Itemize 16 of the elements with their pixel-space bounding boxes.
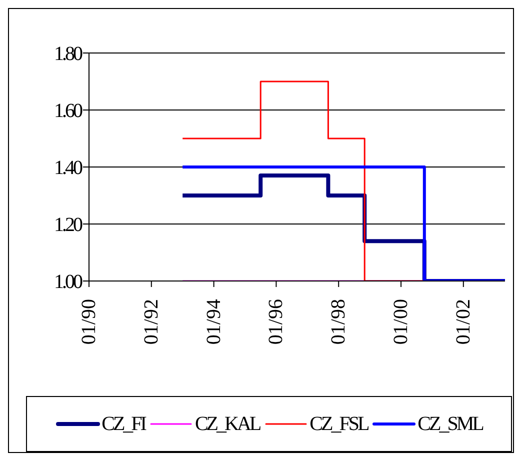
y-tick-label: 1.00 [54,271,83,294]
legend-label: CZ_FI [102,412,145,436]
x-tick-label: 01/90 [78,299,100,345]
x-tick-label: 01/96 [265,299,288,345]
legend-label: CZ_KAL [194,412,260,436]
x-tick-label: 01/00 [390,299,412,345]
y-tick-label: 1.40 [54,157,83,180]
y-tick-label: 1.20 [54,214,83,236]
x-tick-label: 01/94 [202,299,225,345]
x-tick-label: 01/98 [328,299,350,345]
y-tick-label: 1.60 [54,100,83,122]
legend-label: CZ_SML [418,412,482,436]
x-tick-label: 01/02 [452,299,474,345]
legend-label: CZ_FSL [310,412,368,436]
y-tick-label: 1.80 [54,43,83,66]
x-tick-label: 01/92 [140,299,162,345]
